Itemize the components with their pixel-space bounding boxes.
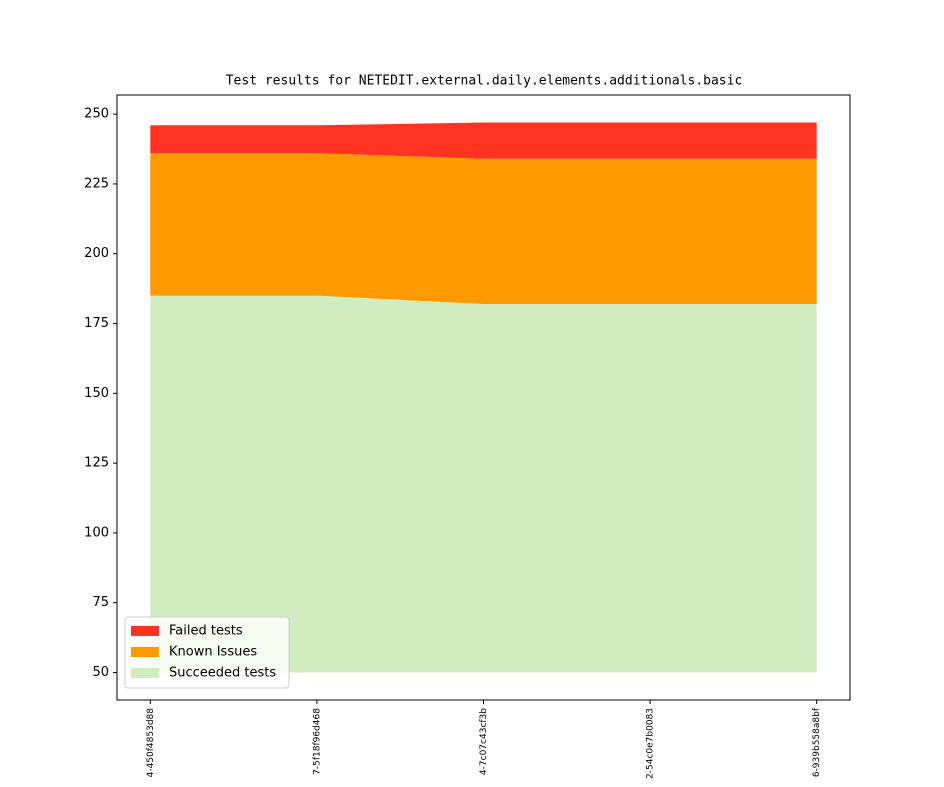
legend-swatch: [131, 668, 159, 678]
legend-label: Succeeded tests: [169, 666, 276, 681]
legend-swatch: [131, 626, 159, 636]
area: [150, 153, 817, 304]
legend-frame: [124, 616, 290, 689]
x-tick-label: 4-450f4853d88: [146, 708, 156, 778]
y-tick-label: 250: [84, 107, 109, 122]
legend-label: Failed tests: [169, 624, 243, 639]
y-tick-label: 125: [84, 456, 109, 471]
chart-title: Test results for NETEDIT.external.daily.…: [226, 74, 743, 89]
y-tick-label: 50: [92, 665, 109, 680]
area: [150, 122, 817, 159]
x-tick-label: 6-939b558a8bf: [812, 707, 822, 777]
x-tick-label: 7-5f18f96d468: [312, 708, 322, 775]
legend: Failed tests Known Issues Succeeded tests: [124, 616, 290, 689]
y-tick-label: 150: [84, 386, 109, 401]
y-tick-label: 100: [84, 525, 109, 540]
y-tick-label: 225: [84, 176, 109, 191]
y-tick-label: 200: [84, 246, 109, 261]
x-tick-label: 2-54c0e7b0083: [646, 708, 656, 779]
legend-swatch: [131, 647, 159, 657]
area: [150, 295, 817, 673]
legend-label: Known Issues: [169, 645, 257, 660]
x-tick-label: 4-7c07c43cf3b: [479, 708, 489, 775]
y-tick-label: 175: [84, 316, 109, 331]
y-tick-label: 75: [92, 595, 109, 610]
